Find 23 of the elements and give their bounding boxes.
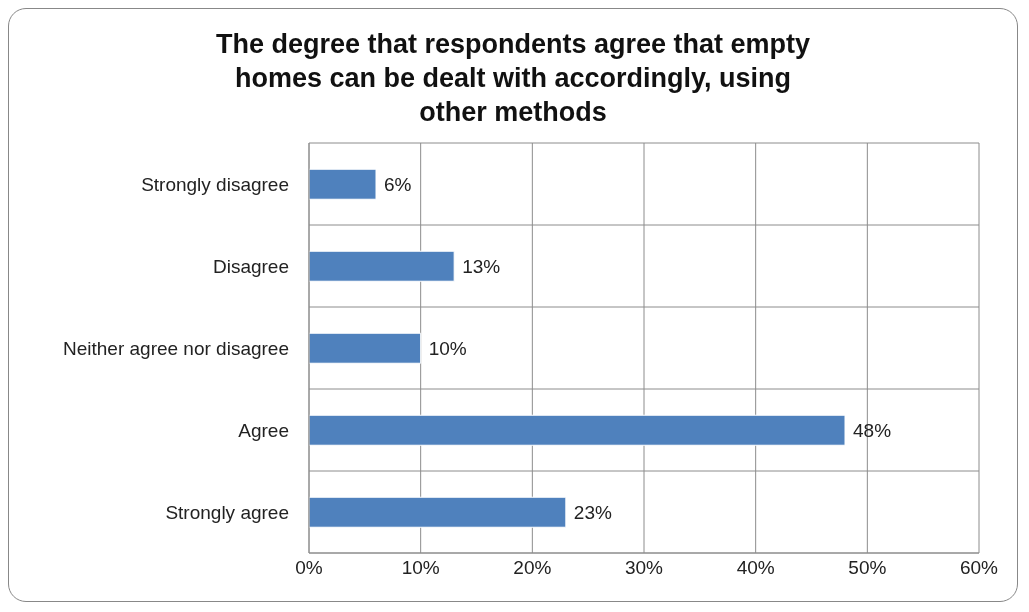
- chart-title: The degree that respondents agree that empty homes can be dealt with accordingly, using other methods: [214, 28, 812, 129]
- x-tick-label: 60%: [959, 557, 999, 579]
- y-tick-label: Disagree: [212, 255, 289, 277]
- y-tick-label: Strongly agree: [165, 501, 289, 523]
- y-tick-label: Neither agree nor disagree: [62, 337, 289, 359]
- x-tick-label: 10%: [401, 557, 440, 579]
- bar: [309, 168, 377, 200]
- y-tick-label: Agree: [238, 419, 289, 441]
- x-tick-label: 30%: [624, 557, 664, 579]
- x-tick-label: 40%: [736, 557, 775, 579]
- y-tick-label: Strongly disagree: [141, 173, 289, 195]
- x-tick-label: 0%: [295, 557, 323, 579]
- bar: [309, 414, 846, 446]
- bar: [309, 496, 567, 528]
- bar: [309, 250, 455, 282]
- data-label: 13%: [462, 255, 501, 277]
- x-tick-label: 50%: [848, 557, 887, 579]
- data-label: 23%: [573, 501, 612, 523]
- bar: [309, 332, 422, 364]
- data-label: 48%: [853, 419, 892, 441]
- x-tick-label: 20%: [513, 557, 552, 579]
- data-label: 10%: [428, 337, 467, 359]
- data-label: 6%: [384, 173, 412, 195]
